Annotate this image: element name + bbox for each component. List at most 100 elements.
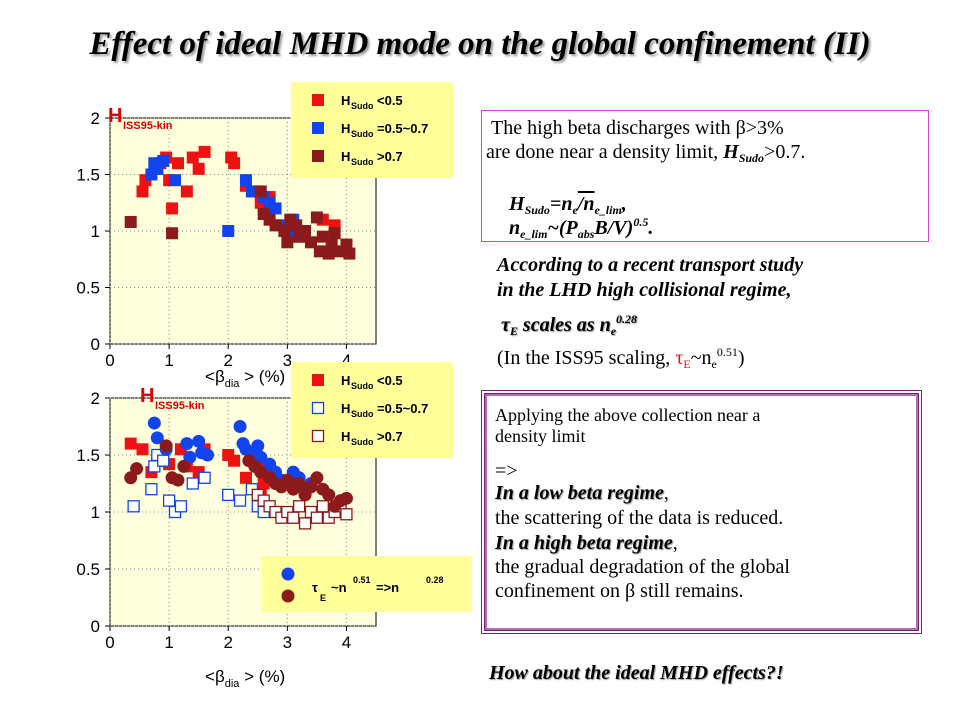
box1-equation2: ne_lim~(PabsB/V)0.5.: [509, 215, 653, 242]
top-legend-sub-1: Sudo: [351, 129, 374, 139]
box1-line1-text-b: >3%: [745, 117, 784, 139]
bottom-point-s1: [233, 494, 247, 507]
bottom-ylabel: H: [140, 385, 154, 407]
top-point-s2: [310, 211, 323, 224]
box2-low-heading: In a low beta regime,: [495, 482, 669, 505]
eq1-slash: /n: [577, 193, 595, 215]
bottom-point-s2: [340, 508, 353, 521]
eq2-psub: abs: [577, 227, 595, 241]
top-xtick-label: 0: [105, 351, 114, 370]
bottom-legend2-marker-0: [281, 567, 295, 581]
top-point-s0: [180, 185, 193, 198]
bottom-legend-cond-2: >0.7: [377, 429, 403, 444]
top-point-s2: [343, 247, 356, 260]
top-legend-cond-0: <0.5: [377, 93, 403, 108]
bottom-legend-label-2: H: [341, 429, 350, 444]
study-line1: According to a recent transport study: [497, 254, 804, 276]
bottom-point-s3: [251, 439, 265, 453]
study-tau: τ: [501, 314, 510, 336]
top-point-s1: [269, 202, 282, 215]
iss-text: (In the ISS95 scaling,: [497, 347, 676, 369]
bottom-point-s4: [310, 471, 324, 485]
top-point-s2: [254, 185, 267, 198]
top-point-s2: [278, 225, 291, 237]
bottom-point-s4: [292, 477, 306, 490]
top-xlabel: <βdia > (%): [205, 367, 285, 390]
iss-tau: τ: [675, 347, 684, 369]
bottom-point-s4: [130, 462, 144, 476]
top-ytick-label: 1.5: [76, 166, 100, 185]
top-xtick-label: 2: [223, 351, 232, 370]
top-point-s0: [198, 145, 211, 158]
top-point-s2: [299, 225, 312, 237]
bottom-ylabel-sub: ISS95-kin: [155, 400, 205, 412]
high-text2-b: still remains.: [635, 580, 744, 602]
top-ylabel: H: [108, 105, 122, 127]
bottom-point-s4: [339, 491, 353, 505]
bottom-ytick-label: 0: [91, 617, 100, 636]
iss-tau-sub: E: [683, 357, 691, 371]
eq1-nsub: e: [572, 203, 578, 217]
bottom-legend2-tau: τ: [312, 580, 318, 595]
box1-line2-text-b: >0.7.: [764, 141, 806, 163]
bottom-legend2-marker-1: [281, 589, 295, 603]
bottom-ytick-label: 2: [91, 389, 100, 408]
study-line2: in the LHD high collisional regime,: [497, 279, 792, 301]
bottom-ytick-label: 1.5: [76, 446, 100, 465]
top-point-s1: [239, 174, 252, 187]
top-point-s2: [304, 236, 317, 249]
bottom-legend-label-1: H: [341, 401, 350, 416]
iss-sup: 0.51: [716, 345, 738, 359]
bottom-legend-marker-0: [312, 374, 324, 386]
top-point-s0: [228, 157, 241, 170]
top-point-s0: [166, 202, 179, 215]
bottom-legend2-arrow: =>n: [376, 580, 399, 595]
box1-line2-h: H: [723, 141, 739, 163]
bottom-legend2-sup2: 0.28: [426, 575, 444, 585]
top-point-s2: [340, 238, 353, 251]
bottom-legend-sub-0: Sudo: [351, 381, 374, 391]
bottom-point-s1: [198, 471, 211, 484]
bottom-legend-sub-1: Sudo: [351, 409, 374, 419]
top-point-s0: [171, 157, 184, 170]
bottom-legend-label-0: H: [341, 373, 350, 388]
bottom-point-s0: [136, 443, 149, 456]
top-legend-cond-1: =0.5~0.7: [377, 121, 428, 136]
bottom-xlabel: <βdia > (%): [205, 667, 285, 690]
bottom-legend2-sup1: 0.51: [353, 575, 371, 585]
top-legend-label-2: H: [341, 149, 350, 164]
top-point-s2: [166, 227, 179, 240]
bottom-point-s3: [147, 416, 161, 430]
top-legend-label-1: H: [341, 121, 350, 136]
top-point-s2: [328, 227, 341, 240]
box1-line2-text-a: are done near a density limit,: [486, 141, 724, 163]
top-point-s2: [124, 215, 137, 228]
bottom-point-s2: [316, 500, 329, 513]
top-ylabel-sub: ISS95-kin: [123, 120, 173, 132]
bottom-point-s4: [171, 473, 185, 487]
box2-high-text1: the gradual degradation of the global: [495, 556, 790, 578]
bottom-xtick-label: 1: [164, 633, 173, 652]
top-legend-marker-2: [312, 150, 324, 162]
eq2-nsub: e_lim: [520, 227, 548, 241]
top-legend-cond-2: >0.7: [377, 149, 403, 164]
box2-low-text: the scattering of the data is reduced.: [495, 507, 784, 529]
top-ytick-label: 0: [91, 335, 100, 354]
box2-arrow: =>: [495, 460, 518, 482]
top-legend-marker-0: [312, 94, 324, 106]
high-heading-comma: ,: [672, 532, 678, 554]
top-point-s0: [136, 185, 149, 198]
bottom-point-s1: [162, 494, 176, 507]
top-point-s2: [281, 236, 294, 249]
top-ytick-label: 0.5: [76, 279, 100, 298]
top-point-s1: [169, 174, 182, 187]
bottom-point-s4: [322, 488, 336, 502]
high-heading-text: In a high beta regime: [495, 532, 673, 554]
box1-line1: The high beta discharges with β>3%: [491, 117, 784, 140]
bottom-point-s3: [201, 448, 215, 462]
study-scales-sup: 0.28: [616, 312, 638, 326]
bottom-point-s2: [298, 517, 312, 530]
footer-question: How about the ideal MHD effects?!: [489, 662, 784, 684]
box2-high-text2: confinement on β still remains.: [495, 580, 743, 603]
box2-line1: Applying the above collection near a: [495, 405, 761, 425]
